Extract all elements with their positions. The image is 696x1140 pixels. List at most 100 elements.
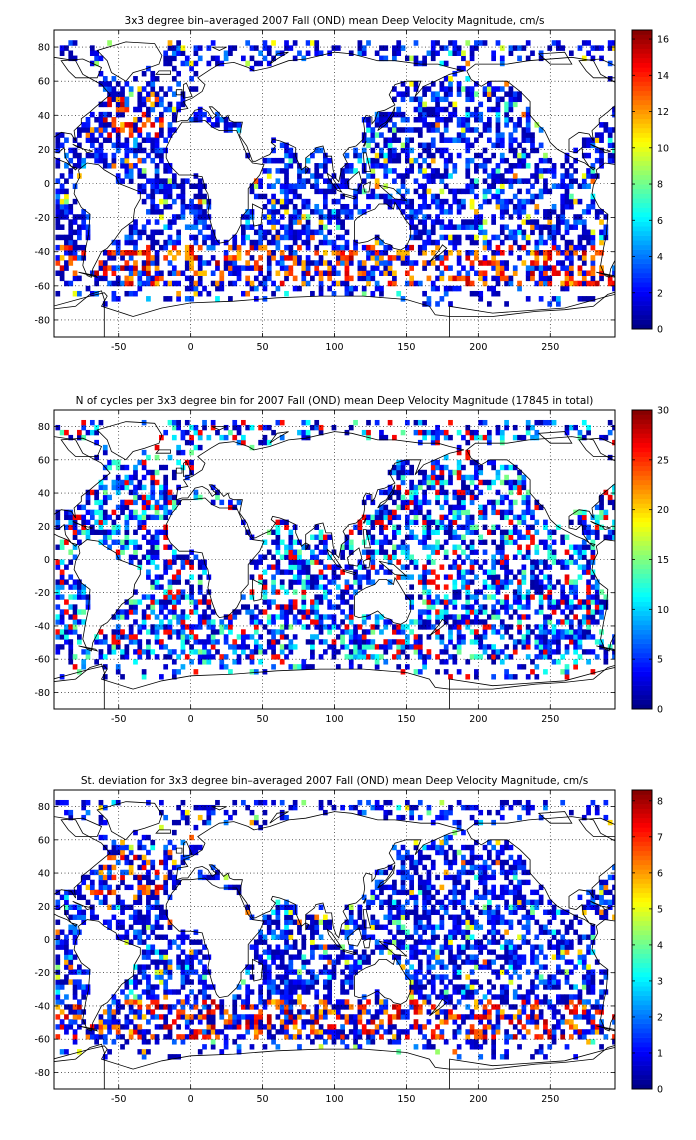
heatmap-cell — [245, 609, 251, 615]
heatmap-cell — [340, 173, 345, 179]
heatmap-cell — [560, 654, 566, 660]
heatmap-cell — [348, 529, 354, 535]
heatmap-cell — [133, 659, 138, 665]
heatmap-cell — [495, 584, 501, 590]
heatmap-cell — [353, 649, 358, 655]
heatmap-cell — [120, 649, 125, 655]
heatmap-cell — [348, 604, 354, 610]
heatmap-cell — [236, 429, 242, 436]
heatmap-cell — [275, 270, 281, 276]
heatmap-cell — [284, 244, 289, 251]
heatmap-cell — [344, 152, 350, 159]
heatmap-cell — [197, 265, 203, 271]
heatmap-cell — [478, 419, 484, 426]
heatmap-cell — [141, 509, 147, 516]
heatmap-cell — [387, 554, 393, 560]
heatmap-cell — [413, 96, 419, 103]
heatmap-cell — [124, 544, 130, 550]
heatmap-cell — [543, 624, 548, 630]
heatmap-cell — [59, 584, 65, 590]
heatmap-cell — [310, 579, 315, 585]
heatmap-cell — [448, 534, 453, 540]
heatmap-cell — [417, 229, 423, 236]
heatmap-cell — [564, 280, 570, 287]
heatmap-cell — [262, 594, 268, 600]
heatmap-cell — [133, 265, 138, 271]
heatmap-cell — [443, 464, 449, 471]
heatmap-cell — [564, 198, 570, 205]
heatmap-cell — [499, 60, 505, 67]
heatmap-cell — [102, 499, 108, 506]
heatmap-cell — [102, 674, 108, 680]
heatmap-cell — [456, 429, 462, 436]
heatmap-cell — [404, 499, 410, 506]
heatmap-cell — [478, 589, 484, 595]
heatmap-cell — [366, 127, 371, 133]
heatmap-cell — [297, 209, 302, 215]
heatmap-cell — [534, 664, 540, 670]
heatmap-cell — [202, 644, 207, 650]
heatmap-cell — [89, 127, 95, 133]
heatmap-cell — [409, 234, 415, 241]
heatmap-cell — [327, 564, 333, 570]
heatmap-cell — [232, 255, 238, 261]
heatmap-cell — [288, 644, 294, 650]
heatmap-cell — [167, 122, 173, 128]
heatmap-cell — [452, 285, 458, 292]
heatmap-cell — [318, 624, 324, 630]
heatmap-cell — [448, 434, 453, 441]
heatmap-cell — [232, 434, 238, 441]
heatmap-cell — [379, 504, 384, 511]
heatmap-cell — [262, 285, 268, 292]
heatmap-cell — [474, 193, 479, 200]
heatmap-cell — [59, 198, 65, 205]
heatmap-cell — [439, 474, 445, 481]
heatmap-cell — [465, 127, 471, 133]
heatmap-cell — [318, 559, 324, 565]
heatmap-cell — [538, 173, 544, 179]
heatmap-cell — [77, 214, 82, 220]
heatmap-cell — [68, 639, 74, 645]
heatmap-cell — [314, 579, 320, 585]
heatmap-cell — [474, 464, 479, 471]
heatmap-cell — [543, 260, 548, 266]
heatmap-cell — [521, 479, 527, 486]
heatmap-cell — [271, 629, 276, 635]
heatmap-cell — [348, 609, 354, 615]
heatmap-cell — [301, 198, 307, 205]
heatmap-cell — [387, 619, 393, 625]
heatmap-cell — [543, 644, 548, 650]
heatmap-cell — [491, 529, 497, 535]
heatmap-cell — [474, 111, 479, 118]
heatmap-cell — [189, 285, 194, 292]
heatmap-cell — [461, 275, 466, 282]
heatmap-cell — [508, 178, 514, 184]
heatmap-cell — [59, 214, 65, 220]
heatmap-cell — [150, 469, 156, 476]
heatmap-cell — [353, 193, 358, 200]
heatmap-cell — [115, 178, 121, 184]
heatmap-cell — [413, 209, 419, 215]
heatmap-cell — [482, 127, 488, 133]
heatmap-cell — [504, 529, 509, 535]
heatmap-cell — [560, 634, 566, 640]
heatmap-cell — [551, 539, 557, 545]
heatmap-cell — [120, 142, 125, 149]
heatmap-cell — [530, 142, 535, 149]
heatmap-cell — [176, 669, 181, 675]
heatmap-cell — [482, 234, 488, 241]
heatmap-cell — [599, 275, 604, 282]
heatmap-cell — [55, 594, 61, 600]
heatmap-cell — [499, 544, 505, 550]
heatmap-cell — [495, 499, 501, 506]
heatmap-cell — [465, 157, 471, 164]
heatmap-cell — [469, 619, 475, 625]
heatmap-cell — [215, 494, 220, 501]
heatmap-cell — [543, 524, 548, 530]
heatmap-cell — [206, 234, 212, 241]
heatmap-cell — [266, 50, 272, 56]
heatmap-cell — [456, 509, 462, 516]
heatmap-cell — [374, 619, 380, 625]
heatmap-cell — [215, 265, 220, 271]
heatmap-cell — [586, 229, 591, 236]
